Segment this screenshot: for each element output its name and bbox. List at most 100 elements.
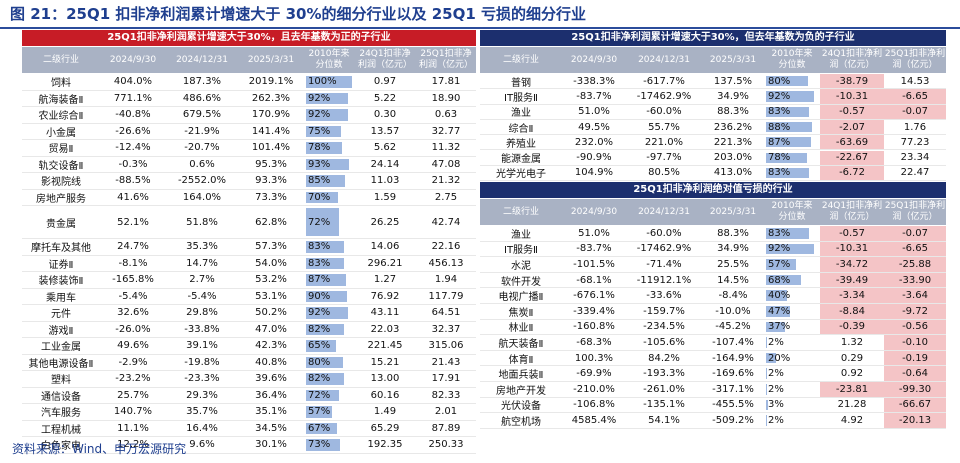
percentile-label: 83% xyxy=(308,241,331,253)
percentile-cell: 83% xyxy=(764,105,820,119)
value-cell: 34.9% xyxy=(717,243,749,255)
value-cell: 22.47 xyxy=(900,167,930,179)
value-cell: -3.64 xyxy=(884,288,946,303)
header-2025-03-31: 2025/3/31 xyxy=(709,54,757,65)
percentile-label: 83% xyxy=(768,167,791,179)
table-row: 林业Ⅱ -160.8% -234.5% -45.2% 37% -0.39 -0.56 xyxy=(480,319,946,336)
value-cell: -20.7% xyxy=(184,142,220,154)
percentile-bar xyxy=(306,241,345,253)
value-cell: -106.8% xyxy=(573,399,615,411)
value-cell: -68.1% xyxy=(576,274,612,286)
value-cell: 29.8% xyxy=(186,307,218,319)
value-cell: 1.76 xyxy=(903,121,927,133)
value-cell: -0.39 xyxy=(820,319,884,335)
value-cell: -165.8% xyxy=(112,274,154,286)
value-cell: -0.56 xyxy=(884,319,946,335)
header-2024-09-30: 2024/9/30 xyxy=(109,54,157,65)
industry-name-cell: 普钢 xyxy=(511,77,531,89)
table-row: 房地产开发 -210.0% -261.0% -317.1% 2% -23.81 -99.30 xyxy=(480,382,946,398)
percentile-bar xyxy=(306,340,336,352)
percentile-label: 83% xyxy=(768,106,791,118)
value-cell: 88.3% xyxy=(717,227,749,239)
percentile-bar xyxy=(306,191,339,203)
value-cell: -99.30 xyxy=(884,382,946,397)
value-cell: 57.3% xyxy=(255,241,287,253)
value-cell: 21.28 xyxy=(837,399,867,411)
value-cell: 17.91 xyxy=(431,373,461,385)
value-cell: 221.0% xyxy=(644,136,684,148)
percentile-bar xyxy=(766,91,814,102)
value-cell: -676.1% xyxy=(573,290,615,302)
value-cell: 15.21 xyxy=(370,356,400,368)
value-cell: -455.5% xyxy=(712,399,754,411)
percentile-cell: 92% xyxy=(304,91,354,107)
value-cell: 221.45 xyxy=(367,340,403,352)
value-cell: -107.4% xyxy=(712,336,754,348)
percentile-label: 65% xyxy=(308,340,331,352)
value-cell: 14.5% xyxy=(717,274,749,286)
value-cell: 236.2% xyxy=(713,121,753,133)
industry-name-cell: 渔业 xyxy=(511,229,531,241)
right-top-table-header: 二级行业 2024/9/30 2024/12/31 2025/3/31 2010年来 分… xyxy=(480,47,946,73)
header-industry: 二级行业 xyxy=(502,54,539,65)
value-cell: -5.4% xyxy=(118,290,148,302)
header-25q1-profit: 25Q1扣非净利 润（亿元） xyxy=(884,49,946,70)
percentile-cell: 80% xyxy=(764,74,820,88)
percentile-label: 92% xyxy=(308,92,331,104)
value-cell: 315.06 xyxy=(428,340,464,352)
value-cell: -66.67 xyxy=(884,397,946,413)
value-cell: 24.14 xyxy=(370,158,400,170)
value-cell: -60.0% xyxy=(646,106,682,118)
value-cell: 32.37 xyxy=(431,323,461,335)
value-cell: -193.3% xyxy=(643,368,685,380)
value-cell: 47.0% xyxy=(255,323,287,335)
percentile-cell: 78% xyxy=(764,151,820,165)
value-cell: -6.72 xyxy=(820,165,884,181)
table-row: 体育Ⅱ 100.3% 84.2% -164.9% 20% 0.29 -0.19 xyxy=(480,350,946,367)
table-row: 白色家电 12.2% 9.6% 30.1% 73% 192.35 250.33 xyxy=(22,437,476,454)
header-2024-12-31: 2024/12/31 xyxy=(638,54,690,65)
percentile-cell: 100% xyxy=(304,74,354,90)
percentile-cell: 87% xyxy=(764,135,820,149)
percentile-cell: 2% xyxy=(764,413,820,428)
figure-title: 图 21：25Q1 扣非净利润累计增速大于 30%的细分行业以及 25Q1 亏损… xyxy=(10,5,587,23)
value-cell: 25.7% xyxy=(117,389,149,401)
value-cell: 82.33 xyxy=(431,389,461,401)
value-cell: -21.9% xyxy=(184,125,220,137)
percentile-cell: 68% xyxy=(764,273,820,288)
value-cell: 486.6% xyxy=(182,92,222,104)
percentile-bar xyxy=(766,274,802,286)
percentile-label: 68% xyxy=(768,274,791,286)
value-cell: 42.3% xyxy=(255,340,287,352)
value-cell: -17462.9% xyxy=(636,90,692,102)
percentile-bar xyxy=(306,356,343,368)
percentile-bar xyxy=(766,137,812,148)
value-cell: -0.07 xyxy=(884,104,946,119)
percentile-label: 82% xyxy=(308,373,331,385)
value-cell: -210.0% xyxy=(573,383,615,395)
percentile-label: 2% xyxy=(768,336,784,348)
industry-name-cell: 游戏Ⅱ xyxy=(48,325,74,337)
percentile-cell: 65% xyxy=(304,338,354,354)
value-cell: 0.63 xyxy=(434,109,458,121)
value-cell: -60.0% xyxy=(646,227,682,239)
value-cell: 41.6% xyxy=(117,191,149,203)
value-cell: 53.2% xyxy=(255,274,287,286)
value-cell: 0.97 xyxy=(373,76,397,88)
value-cell: 1.94 xyxy=(434,274,458,286)
table-row: 摩托车及其他 24.7% 35.3% 57.3% 83% 14.06 22.16 xyxy=(22,239,476,256)
value-cell: -338.3% xyxy=(573,75,615,87)
value-cell: 679.5% xyxy=(182,109,222,121)
header-industry: 二级行业 xyxy=(42,54,79,65)
value-cell: 12.2% xyxy=(117,439,149,451)
industry-name-cell: 渔业 xyxy=(511,108,531,119)
value-cell: -6.65 xyxy=(884,241,946,257)
percentile-bar xyxy=(766,290,787,301)
value-cell: 13.00 xyxy=(370,373,400,385)
table-row: 养殖业 232.0% 221.0% 221.3% 87% -63.69 77.23 xyxy=(480,135,946,151)
percentile-cell: 67% xyxy=(304,421,354,437)
header-2025-03-31: 2025/3/31 xyxy=(247,54,295,65)
percentile-label: 78% xyxy=(308,142,331,154)
percentile-cell: 40% xyxy=(764,288,820,303)
percentile-bar xyxy=(766,399,768,411)
